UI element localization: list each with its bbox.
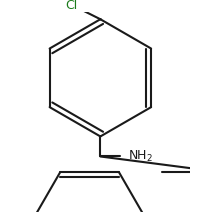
- Text: NH$_2$: NH$_2$: [128, 149, 153, 164]
- Text: Cl: Cl: [65, 0, 77, 12]
